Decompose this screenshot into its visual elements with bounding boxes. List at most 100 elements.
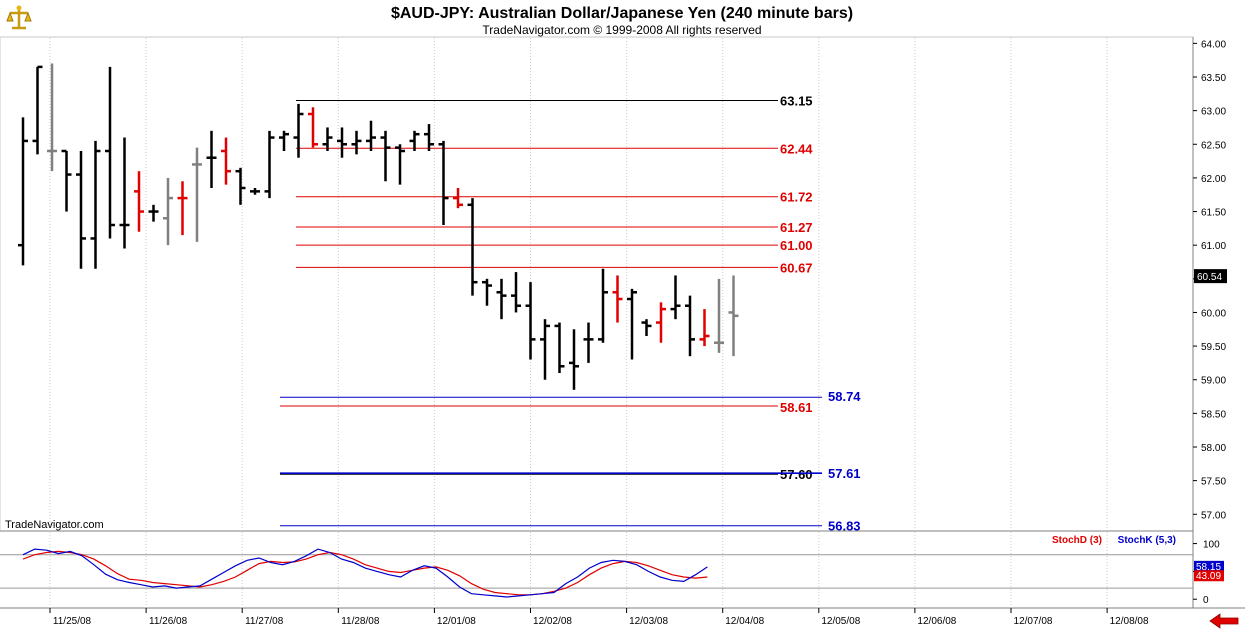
ohlc-bar xyxy=(47,63,57,172)
ohlc-bar xyxy=(250,188,260,195)
ohlc-bar xyxy=(279,130,289,151)
ohlc-bar xyxy=(728,275,739,357)
last-price-badge xyxy=(1194,269,1227,284)
level-label: 61.72 xyxy=(780,190,813,205)
ohlc-bar xyxy=(32,65,43,155)
last-price-label: 60.54 xyxy=(1197,272,1222,283)
stoch-line-0 xyxy=(22,550,708,596)
level-label: 58.61 xyxy=(780,400,813,415)
ohlc-bar xyxy=(366,120,376,151)
y-tick-label: 61.00 xyxy=(1201,241,1226,252)
stochk-legend: StochK (5,3) xyxy=(1118,535,1176,546)
ohlc-bar xyxy=(554,322,565,373)
y-tick-label: 58.00 xyxy=(1201,443,1226,454)
y-tick-label: 59.50 xyxy=(1201,342,1226,353)
ohlc-bar xyxy=(424,124,434,151)
ohlc-bar xyxy=(105,66,115,239)
ohlc-bar xyxy=(699,309,710,347)
x-tick-label: 11/28/08 xyxy=(341,616,380,627)
y-tick-label: 62.50 xyxy=(1201,140,1226,151)
level-label: 56.83 xyxy=(828,519,861,534)
ohlc-bar xyxy=(221,137,231,185)
stochd-value: 43.09 xyxy=(1196,571,1221,582)
stochk-value-badge xyxy=(1194,560,1224,572)
ohlc-bar xyxy=(569,329,579,390)
ohlc-bar xyxy=(656,302,666,343)
level-label: 60.67 xyxy=(780,260,813,275)
ohlc-bar xyxy=(119,137,130,249)
ohlc-bar xyxy=(409,130,420,151)
y-tick-label: 57.50 xyxy=(1201,477,1226,488)
level-label: 62.44 xyxy=(780,141,813,156)
ohlc-bar xyxy=(482,278,492,306)
x-tick-label: 12/03/08 xyxy=(629,616,668,627)
level-label: 57.60 xyxy=(780,467,813,482)
level-label: 61.00 xyxy=(780,238,813,253)
ohlc-bar xyxy=(453,188,463,209)
y-tick-label: 62.00 xyxy=(1201,174,1226,185)
ohlc-bar xyxy=(206,130,217,188)
ohlc-bar xyxy=(134,171,144,232)
stochd-value-badge xyxy=(1194,570,1224,582)
x-tick-label: 11/26/08 xyxy=(149,616,188,627)
ohlc-bar xyxy=(583,322,594,363)
ind-y-tick-label: 100 xyxy=(1203,540,1220,551)
ohlc-bar xyxy=(337,127,347,158)
level-label: 61.27 xyxy=(780,220,813,235)
stoch-line-1 xyxy=(22,548,708,598)
stochd-legend: StochD (3) xyxy=(1052,535,1102,546)
y-tick-label: 63.00 xyxy=(1201,107,1226,118)
x-tick-label: 11/27/08 xyxy=(245,616,284,627)
ind-y-tick-label: 0 xyxy=(1203,595,1209,606)
ohlc-bar xyxy=(612,275,623,323)
level-label: 57.61 xyxy=(828,466,861,481)
ohlc-bar xyxy=(670,275,681,320)
y-tick-label: 64.00 xyxy=(1201,39,1226,50)
ohlc-bar xyxy=(525,282,536,360)
copyright-text: TradeNavigator.com © 1999-2008 All right… xyxy=(482,23,761,37)
watermark-text: TradeNavigator.com xyxy=(5,519,104,531)
ohlc-bar xyxy=(235,167,246,205)
x-tick-label: 12/08/08 xyxy=(1110,616,1149,627)
ohlc-bar xyxy=(293,103,304,158)
app-logo[interactable] xyxy=(6,4,32,32)
x-tick-label: 11/25/08 xyxy=(53,616,92,627)
ohlc-bar xyxy=(395,144,405,185)
ohlc-bar xyxy=(511,272,521,313)
ohlc-bar xyxy=(322,127,333,151)
ohlc-bar xyxy=(192,147,202,242)
y-tick-label: 57.00 xyxy=(1201,510,1226,521)
ohlc-bar xyxy=(467,198,478,296)
x-tick-label: 12/02/08 xyxy=(533,616,572,627)
y-tick-label: 59.00 xyxy=(1201,376,1226,387)
level-label: 63.15 xyxy=(780,94,813,109)
ohlc-bar xyxy=(540,319,550,380)
y-tick-label: 63.50 xyxy=(1201,73,1226,84)
red-arrow-left-icon[interactable] xyxy=(1208,613,1240,629)
x-tick-label: 12/04/08 xyxy=(725,616,764,627)
ohlc-bar xyxy=(380,130,391,182)
ohlc-bar xyxy=(163,177,173,246)
x-tick-label: 12/07/08 xyxy=(1014,616,1053,627)
ohlc-bar xyxy=(598,268,608,343)
level-label: 58.74 xyxy=(828,389,861,404)
ohlc-bar xyxy=(685,295,695,357)
y-tick-label: 58.50 xyxy=(1201,409,1226,420)
ohlc-bar xyxy=(308,107,318,148)
ohlc-bar xyxy=(18,117,28,266)
ohlc-bar xyxy=(90,140,101,269)
ohlc-bar xyxy=(61,149,72,212)
ohlc-bar xyxy=(438,140,449,225)
ohlc-bar xyxy=(641,319,652,336)
ohlc-bar xyxy=(496,278,507,320)
ohlc-bar xyxy=(177,181,188,236)
ohlc-bar xyxy=(351,130,362,155)
x-tick-label: 12/06/08 xyxy=(917,616,956,627)
stochk-value: 58.15 xyxy=(1196,562,1221,573)
ohlc-bar xyxy=(714,278,724,353)
ohlc-bar xyxy=(76,151,86,269)
price-panel xyxy=(0,36,1194,532)
ohlc-bar xyxy=(627,288,637,360)
